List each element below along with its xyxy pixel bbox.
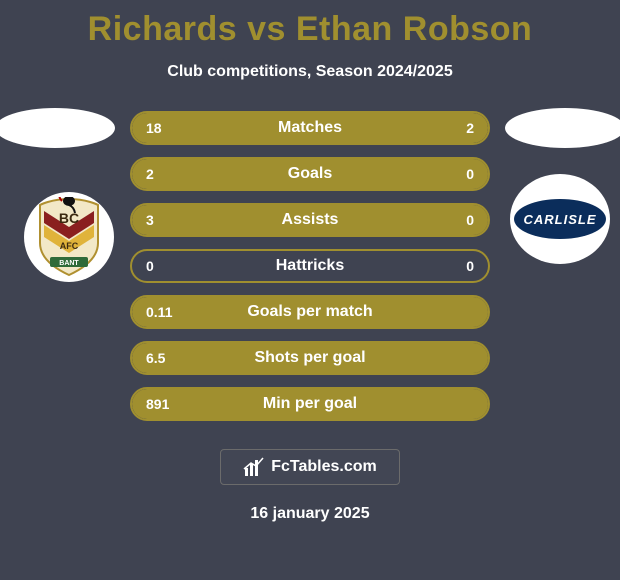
stat-label: Shots per goal (132, 349, 488, 367)
stat-row: 20Goals (130, 157, 490, 191)
stat-label: Assists (132, 211, 488, 229)
bar-chart-icon (243, 456, 265, 478)
stat-row: 0.11Goals per match (130, 295, 490, 329)
svg-text:BANT: BANT (59, 260, 79, 267)
stat-label: Hattricks (132, 257, 488, 275)
stat-label: Goals (132, 165, 488, 183)
svg-text:CARLISLE: CARLISLE (524, 212, 597, 227)
stats-list: 182Matches 20Goals 30Assists 00Hattricks 0.1… (130, 111, 490, 421)
carlisle-crest-icon: CARLISLE (512, 197, 608, 241)
stat-row: 30Assists (130, 203, 490, 237)
page-subtitle: Club competitions, Season 2024/2025 (0, 63, 620, 81)
stat-label: Matches (132, 119, 488, 137)
stat-row: 182Matches (130, 111, 490, 145)
svg-text:BC: BC (59, 210, 79, 226)
page-title: Richards vs Ethan Robson (0, 0, 620, 49)
footer-date: 16 january 2025 (0, 505, 620, 523)
svg-text:AFC: AFC (60, 241, 79, 251)
stat-label: Min per goal (132, 395, 488, 413)
player-silhouette-right (505, 108, 620, 148)
bantams-crest-icon: BC AFC BANT (32, 197, 106, 277)
stat-row: 6.5Shots per goal (130, 341, 490, 375)
player-silhouette-left (0, 108, 115, 148)
stat-label: Goals per match (132, 303, 488, 321)
footer-brand: FcTables.com (220, 449, 400, 485)
team-badge-right: CARLISLE (510, 174, 610, 264)
team-badge-left: BC AFC BANT (24, 192, 114, 282)
stat-row: 00Hattricks (130, 249, 490, 283)
stat-row: 891Min per goal (130, 387, 490, 421)
page: Richards vs Ethan Robson Club competitio… (0, 0, 620, 580)
footer-brand-text: FcTables.com (271, 458, 377, 476)
